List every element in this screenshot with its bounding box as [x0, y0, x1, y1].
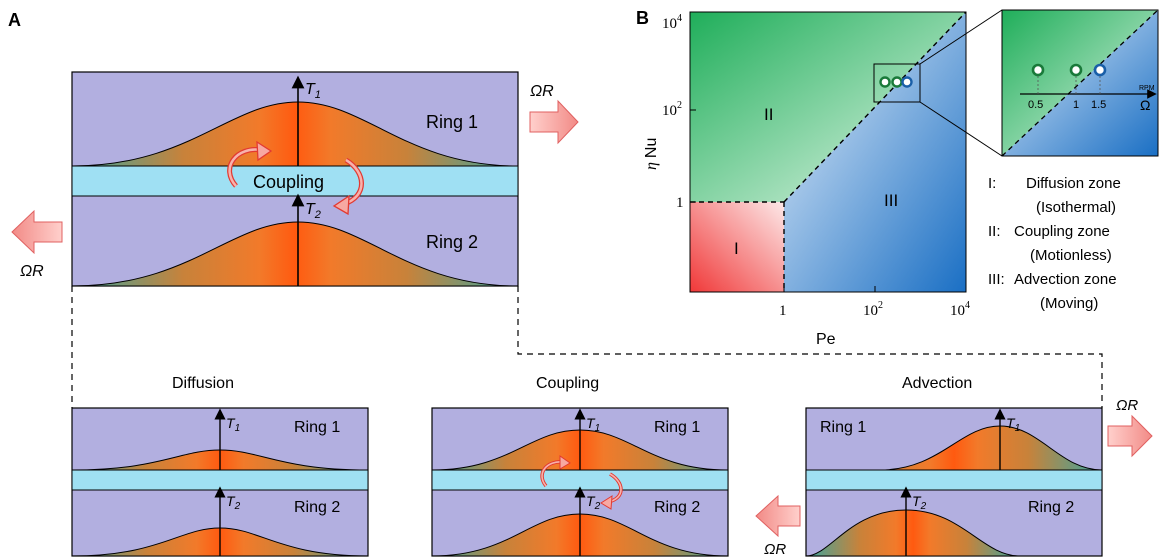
coupling-title: Coupling	[536, 375, 599, 392]
zoom-box	[873, 63, 921, 103]
main-right-omega-arrow	[529, 99, 579, 145]
zone-ii-label: II	[764, 105, 773, 124]
y-axis-label: ηNu	[643, 138, 660, 170]
advection-right-omega-arrow	[1107, 414, 1153, 458]
advection-omega-r-left: ΩR	[764, 541, 786, 558]
panel-b-label: B	[636, 8, 649, 28]
main-ring2-label: Ring 2	[426, 232, 478, 252]
diffusion-title: Diffusion	[172, 375, 234, 392]
y-tick-2: 102	[662, 100, 682, 119]
diffusion-ring1: Ring 1	[294, 419, 340, 436]
coupling-layer	[71, 165, 519, 197]
panel-a-label: A	[8, 10, 21, 30]
zone-legend: I: Diffusion zone (Isothermal) II: Coupl…	[988, 175, 1121, 312]
advection-ring1: Ring 1	[820, 419, 866, 436]
inset-tick-2: 1	[1073, 99, 1079, 111]
inset-tick-1: 0.5	[1028, 99, 1043, 111]
legend-ii-numeral: II:	[988, 223, 1001, 240]
main-ring-diagram	[71, 71, 519, 287]
diffusion-panel	[71, 407, 369, 557]
inset-zoom	[1001, 9, 1159, 157]
x-axis-label: Pe	[816, 331, 836, 348]
zone-i-region	[690, 202, 784, 292]
main-omega-r-right: ΩR	[530, 83, 554, 100]
legend-ii-state: (Motionless)	[1030, 247, 1112, 264]
legend-i-numeral: I:	[988, 175, 996, 192]
inset-point-1	[1031, 63, 1045, 77]
data-point-1	[879, 76, 891, 88]
diffusion-t1-label: T1	[226, 415, 240, 434]
legend-i-name: Diffusion zone	[1026, 175, 1121, 192]
coupling-t2-label: T2	[586, 493, 601, 512]
advection-t2-label: T2	[912, 493, 927, 512]
coupling-ring2: Ring 2	[654, 499, 700, 516]
data-point-3	[901, 76, 913, 88]
main-t1-label: T1	[305, 81, 321, 101]
y-tick-3: 104	[662, 13, 682, 32]
main-left-omega-arrow	[11, 209, 63, 255]
inset-axis-unit: RPM	[1139, 85, 1155, 92]
coupling-ring1: Ring 1	[654, 419, 700, 436]
connector-right	[517, 286, 1103, 408]
inset-point-2	[1069, 63, 1083, 77]
advection-omega-r-right: ΩR	[1116, 397, 1138, 414]
zone-i-label: I	[734, 239, 739, 258]
zone-ii-region	[690, 12, 966, 202]
inset-point-3	[1093, 63, 1107, 77]
advection-left-omega-arrow	[755, 494, 801, 538]
legend-iii-name: Advection zone	[1014, 271, 1117, 288]
x-tick-3: 104	[950, 300, 970, 319]
legend-i-state: (Isothermal)	[1036, 199, 1116, 216]
x-tick-1: 1	[779, 303, 787, 319]
advection-t1-label: T1	[1006, 415, 1020, 434]
inset-axis-label: Ω	[1140, 97, 1150, 113]
zone-iii-label: III	[884, 191, 898, 210]
advection-panel	[805, 407, 1103, 557]
y-tick-1: 1	[676, 195, 684, 211]
coupling-t1-label: T1	[586, 415, 600, 434]
main-ring1-label: Ring 1	[426, 112, 478, 132]
phase-diagram	[689, 9, 1003, 293]
inset-tick-3: 1.5	[1091, 99, 1106, 111]
legend-iii-state: (Moving)	[1040, 295, 1098, 312]
diffusion-ring2: Ring 2	[294, 499, 340, 516]
main-t2-label: T2	[305, 201, 321, 221]
coupling-panel	[431, 407, 729, 557]
main-omega-r-left: ΩR	[20, 263, 44, 280]
legend-iii-numeral: III:	[988, 271, 1005, 288]
data-point-2	[891, 76, 903, 88]
advection-title: Advection	[902, 375, 972, 392]
main-coupling-label: Coupling	[253, 172, 324, 192]
diffusion-t2-label: T2	[226, 493, 241, 512]
legend-ii-name: Coupling zone	[1014, 223, 1110, 240]
advection-ring2: Ring 2	[1028, 499, 1074, 516]
x-tick-2: 102	[863, 300, 883, 319]
